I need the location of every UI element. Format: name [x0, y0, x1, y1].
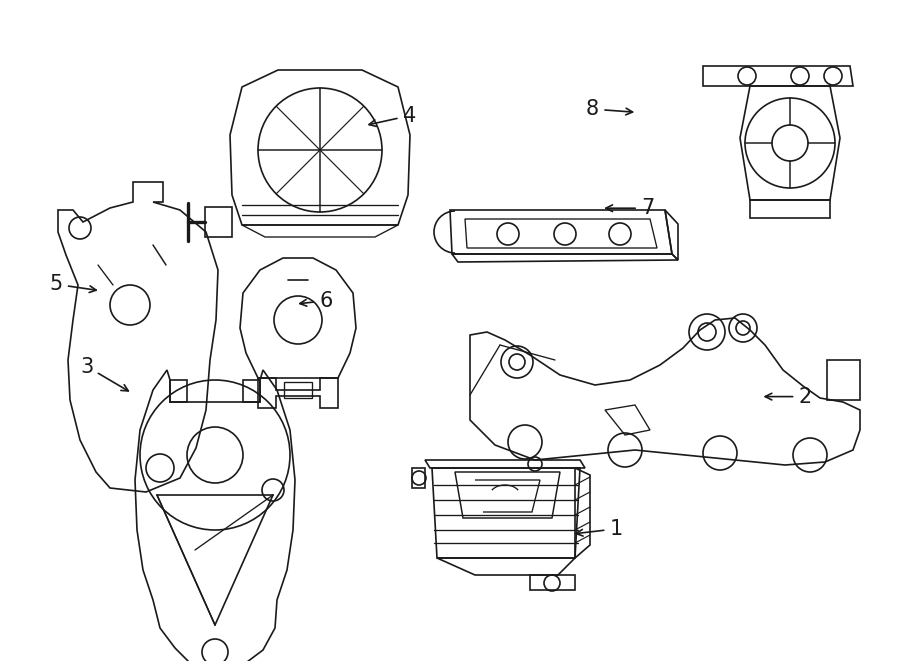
- Text: 4: 4: [403, 106, 416, 126]
- Text: 5: 5: [50, 274, 62, 294]
- Text: 3: 3: [81, 357, 94, 377]
- Text: 8: 8: [586, 99, 598, 119]
- Text: 6: 6: [320, 291, 332, 311]
- Text: 7: 7: [642, 198, 654, 218]
- Text: 1: 1: [610, 519, 623, 539]
- Text: 2: 2: [799, 387, 812, 407]
